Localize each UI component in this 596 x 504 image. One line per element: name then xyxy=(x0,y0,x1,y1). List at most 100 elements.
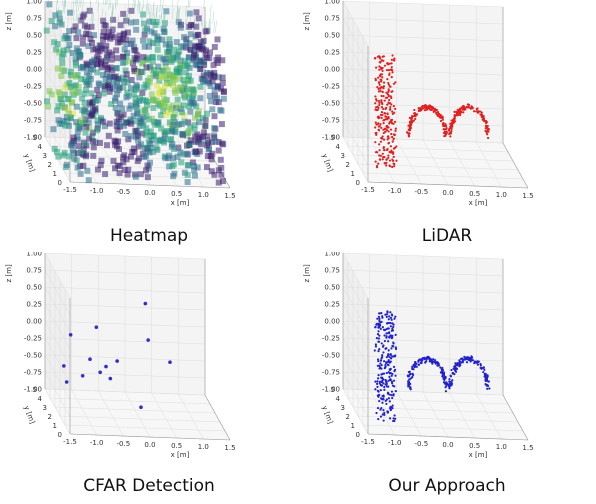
heat-cell xyxy=(113,47,120,54)
z-tick-label: 0.00 xyxy=(324,318,340,326)
point xyxy=(391,110,394,113)
heat-cell xyxy=(62,122,69,129)
point xyxy=(392,155,395,159)
point xyxy=(380,59,384,62)
heat-streak xyxy=(57,0,59,5)
point xyxy=(422,107,425,110)
heat-streak xyxy=(205,20,207,34)
heat-streak xyxy=(80,0,82,4)
heat-cell xyxy=(179,87,186,94)
point xyxy=(381,354,384,357)
heat-cell xyxy=(149,54,156,61)
heat-cell xyxy=(212,138,219,145)
grid-line xyxy=(342,286,504,294)
point xyxy=(410,118,413,122)
heat-cell xyxy=(174,96,181,103)
heat-cell xyxy=(142,81,149,88)
heat-cell xyxy=(86,125,93,132)
point xyxy=(378,334,381,337)
point xyxy=(442,372,446,375)
point xyxy=(410,116,414,119)
heat-cell xyxy=(187,108,194,115)
point xyxy=(375,322,379,325)
point xyxy=(388,356,391,359)
point xyxy=(389,357,393,360)
heat-cell xyxy=(74,136,81,143)
point xyxy=(380,384,383,387)
heat-cell xyxy=(113,65,120,72)
point xyxy=(378,399,381,403)
point xyxy=(374,343,377,346)
point xyxy=(375,66,378,69)
heat-cell xyxy=(149,40,156,47)
x-tick-label: -1.5 xyxy=(63,438,77,446)
heat-streak xyxy=(90,10,93,23)
point xyxy=(461,108,465,111)
heat-cell xyxy=(69,50,76,57)
heat-cell xyxy=(166,71,173,78)
point xyxy=(470,355,473,358)
point xyxy=(391,322,394,325)
heat-cell xyxy=(211,72,218,79)
heat-cell xyxy=(56,15,63,22)
heat-cell xyxy=(185,128,192,135)
heat-cell xyxy=(81,99,88,106)
heat-cell xyxy=(60,104,67,111)
heat-cell xyxy=(165,48,172,55)
point xyxy=(387,379,390,382)
heat-streak xyxy=(48,0,50,3)
grid-line xyxy=(98,390,124,437)
heat-cell xyxy=(121,122,128,129)
heat-streak xyxy=(163,13,166,26)
heat-cell xyxy=(218,121,225,128)
heat-cell xyxy=(200,115,207,122)
point xyxy=(378,143,381,146)
heat-cell xyxy=(112,104,119,111)
heat-cell xyxy=(138,141,145,148)
point xyxy=(375,382,379,385)
heat-cell xyxy=(191,122,198,129)
point xyxy=(387,154,390,157)
grid-line xyxy=(342,17,369,64)
heat-streak xyxy=(208,18,210,31)
heat-cell xyxy=(56,49,63,56)
point xyxy=(429,108,432,111)
heat-streak xyxy=(171,0,174,8)
heat-cell xyxy=(101,62,108,69)
point xyxy=(391,54,394,57)
x-tick-label: -1.5 xyxy=(361,438,375,446)
heat-cell xyxy=(70,137,77,144)
point xyxy=(378,154,381,157)
point xyxy=(381,158,384,161)
heat-cell xyxy=(214,95,221,102)
y-tick-label: 3 xyxy=(43,152,47,160)
heat-cell xyxy=(187,77,194,84)
heat-cell xyxy=(177,24,184,31)
heat-cell xyxy=(132,47,139,54)
point xyxy=(387,318,390,321)
point xyxy=(391,372,394,376)
point xyxy=(376,406,380,410)
heat-streak xyxy=(63,1,66,14)
point xyxy=(385,398,389,401)
heat-cell xyxy=(200,72,207,79)
point xyxy=(381,155,385,159)
heat-cell xyxy=(215,99,222,106)
heat-streak xyxy=(141,8,144,21)
x-axis-line xyxy=(367,181,529,189)
heat-cell xyxy=(56,10,63,17)
point xyxy=(385,335,388,338)
heat-cell xyxy=(140,54,147,61)
heat-cell xyxy=(151,30,158,37)
heat-cell xyxy=(184,171,191,178)
heat-cell xyxy=(110,157,117,164)
point xyxy=(378,312,381,315)
heat-streak xyxy=(91,12,94,25)
heat-cell xyxy=(209,150,216,157)
heat-cell xyxy=(215,74,222,81)
heat-cell xyxy=(94,166,101,173)
point xyxy=(471,106,474,109)
grid-line xyxy=(342,252,369,299)
grid-line xyxy=(342,354,369,401)
